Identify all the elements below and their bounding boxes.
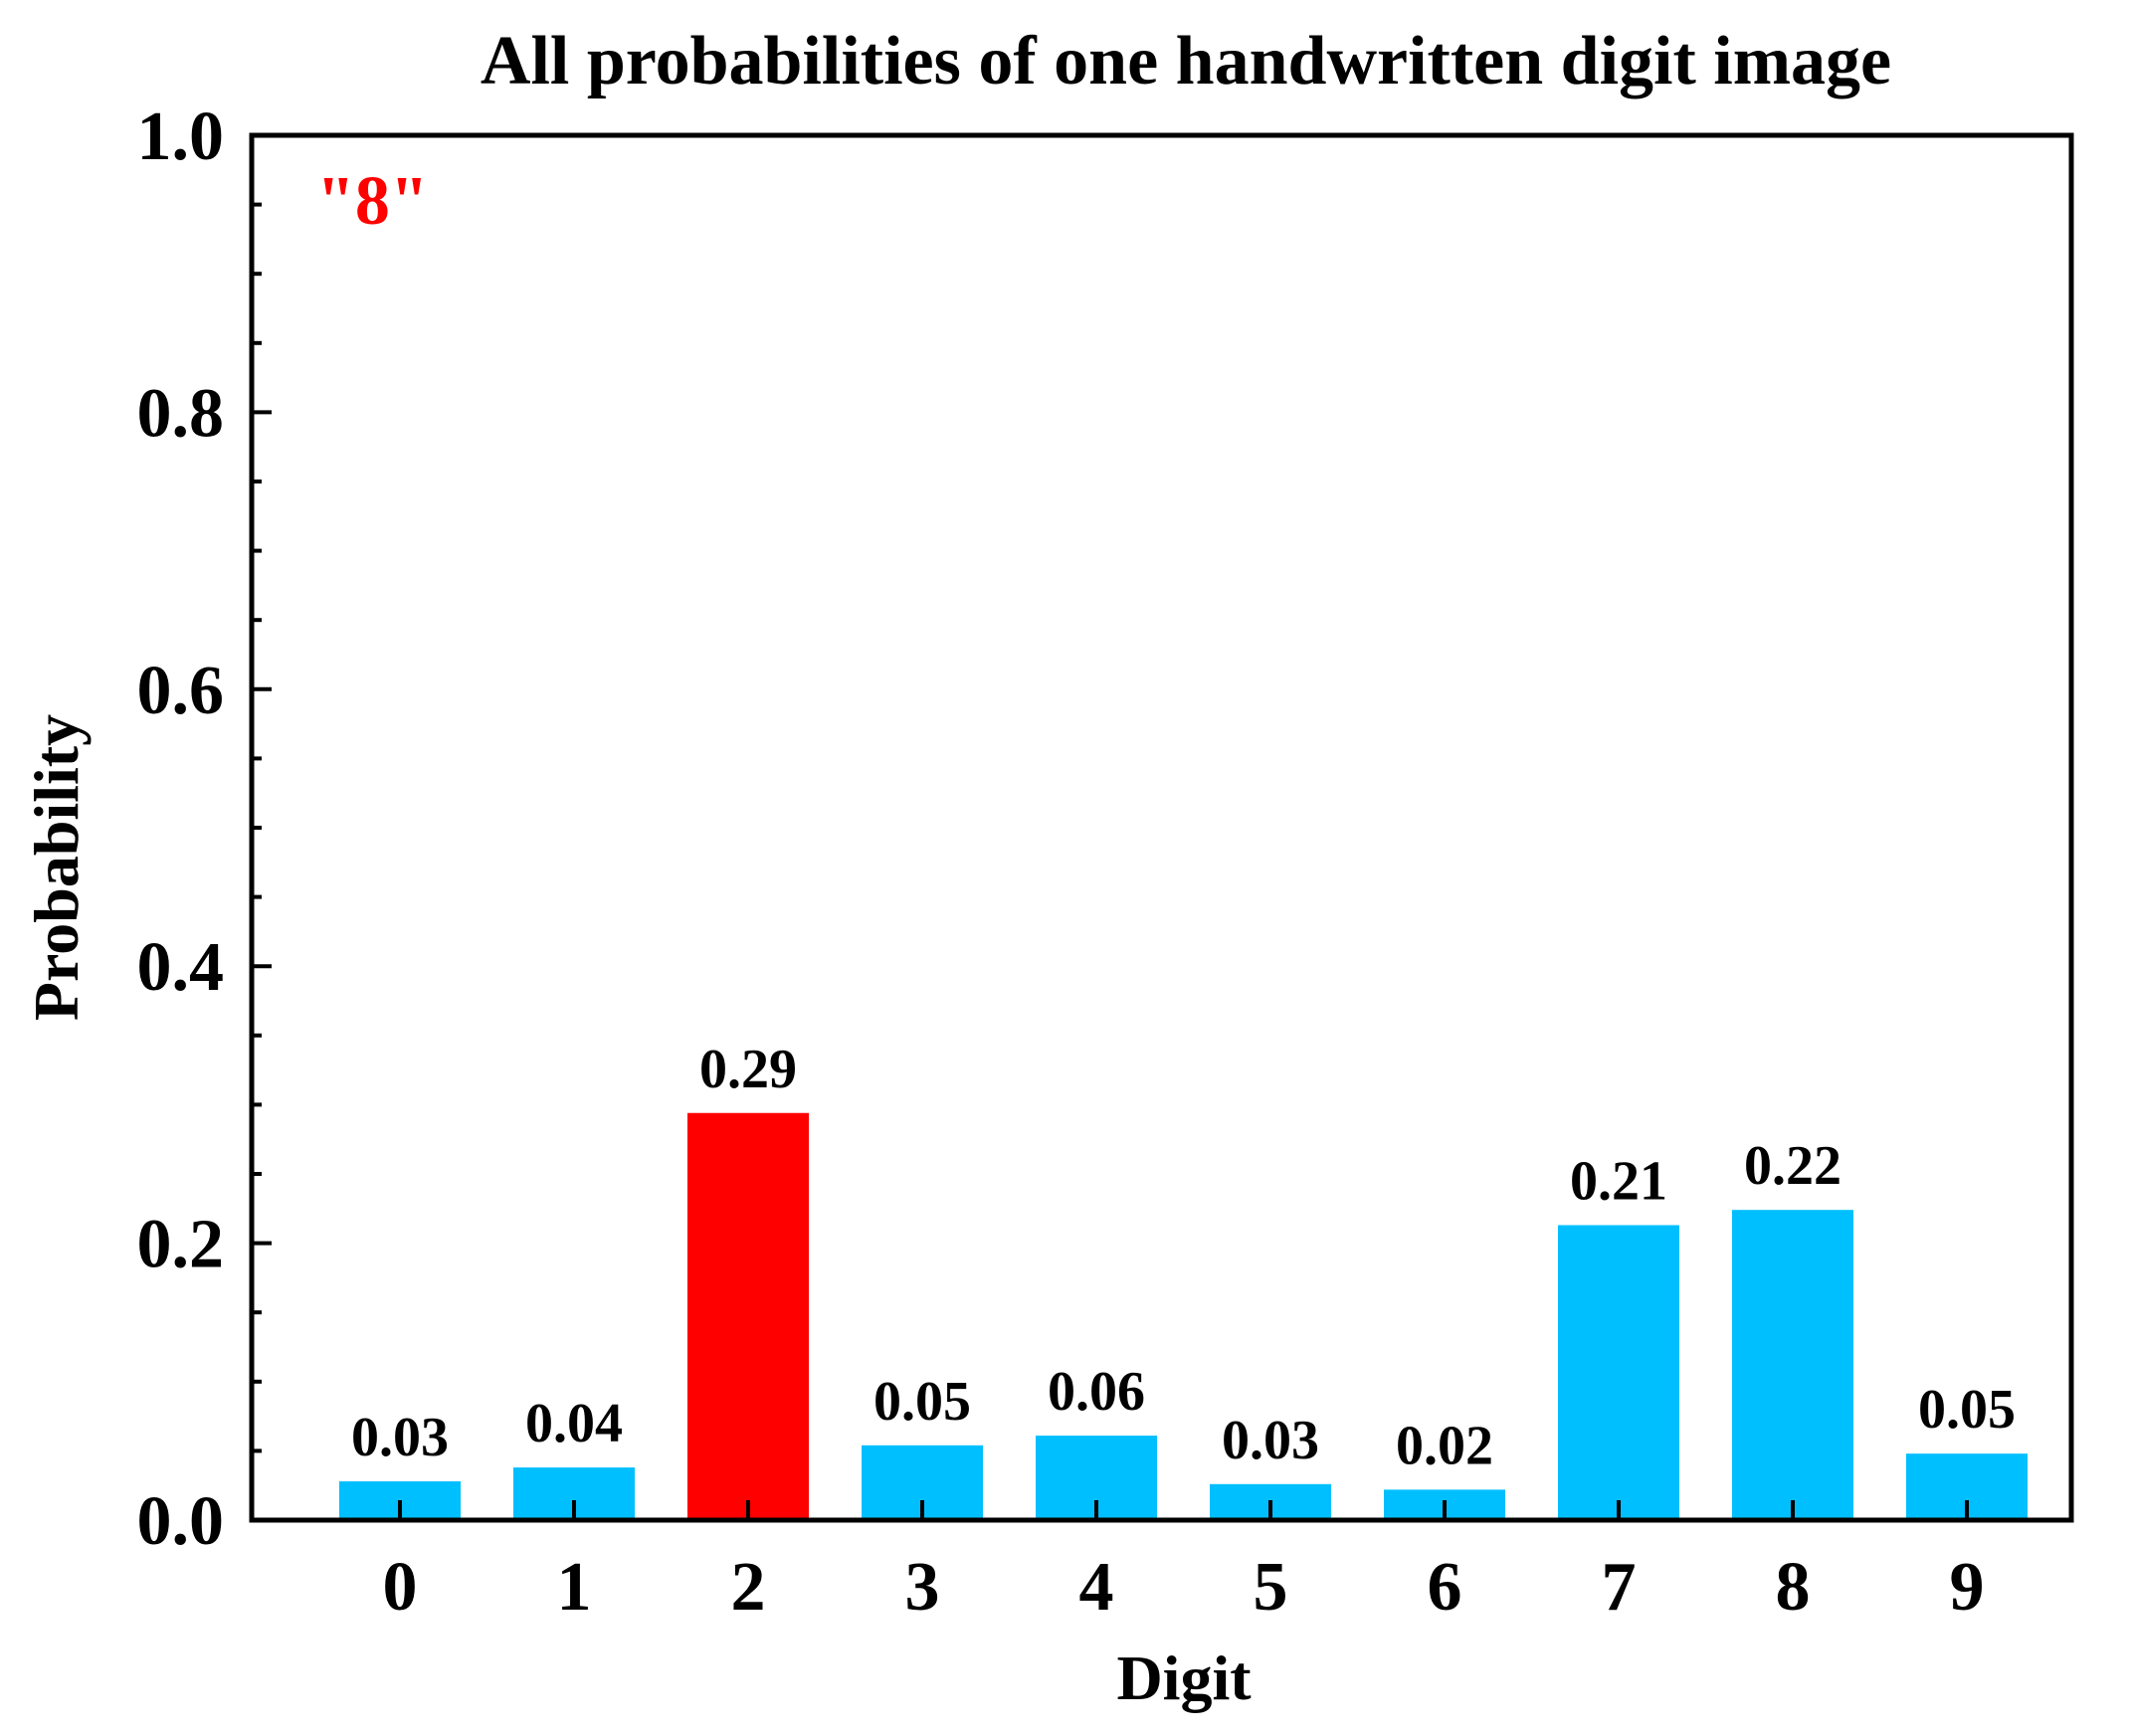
bar-digit-8 bbox=[1732, 1210, 1853, 1520]
bar-digit-2 bbox=[687, 1112, 809, 1520]
y-axis-label: Probability bbox=[21, 714, 92, 1021]
bar-value-label: 0.02 bbox=[1396, 1415, 1493, 1476]
y-tick-label: 0.6 bbox=[137, 653, 225, 729]
x-tick-label: 9 bbox=[1950, 1549, 1985, 1626]
x-tick-label: 7 bbox=[1602, 1549, 1637, 1626]
x-tick-label: 8 bbox=[1776, 1549, 1811, 1626]
x-tick-label: 1 bbox=[557, 1549, 592, 1626]
y-axis-ticks bbox=[252, 133, 272, 1522]
y-tick-label: 0.4 bbox=[137, 929, 225, 1006]
x-axis-ticks bbox=[398, 1500, 1969, 1520]
x-tick-label: 5 bbox=[1254, 1549, 1288, 1626]
bar-value-label: 0.22 bbox=[1744, 1135, 1842, 1197]
chart-title: All probabilities of one handwritten dig… bbox=[481, 23, 1891, 99]
y-tick-label: 0.8 bbox=[137, 375, 225, 452]
x-tick-label: 2 bbox=[731, 1549, 766, 1626]
bar-value-label: 0.21 bbox=[1570, 1151, 1667, 1213]
x-tick-label: 6 bbox=[1428, 1549, 1462, 1626]
bar-value-label: 0.04 bbox=[525, 1393, 623, 1454]
y-axis-tick-labels: 0.0 0.2 0.4 0.6 0.8 1.0 bbox=[137, 98, 225, 1560]
y-tick-label: 0.2 bbox=[137, 1207, 225, 1283]
bar-digit-7 bbox=[1558, 1225, 1679, 1520]
x-tick-label: 4 bbox=[1079, 1549, 1114, 1626]
bar-value-label: 0.06 bbox=[1048, 1361, 1145, 1423]
bar-value-label: 0.03 bbox=[1222, 1410, 1319, 1471]
bar-value-label: 0.29 bbox=[699, 1039, 797, 1100]
y-tick-label: 1.0 bbox=[137, 98, 225, 175]
x-axis-label: Digit bbox=[1116, 1642, 1252, 1713]
bar-value-label: 0.03 bbox=[351, 1407, 449, 1468]
plot-frame bbox=[249, 132, 2074, 1523]
x-tick-label: 3 bbox=[905, 1549, 940, 1626]
predicted-digit-annotation: "8" bbox=[316, 163, 429, 240]
bar-value-label: 0.05 bbox=[873, 1371, 971, 1433]
bar-value-label: 0.05 bbox=[1918, 1379, 2016, 1441]
y-tick-label: 0.0 bbox=[137, 1483, 225, 1560]
data-labels-group: 0.03 0.04 0.29 0.05 0.06 0.03 0.02 0.21 0.22 0.05 bbox=[351, 1039, 2016, 1477]
x-axis-tick-labels: 0 1 2 3 4 5 6 7 8 9 bbox=[383, 1549, 1985, 1626]
x-tick-label: 0 bbox=[383, 1549, 418, 1626]
